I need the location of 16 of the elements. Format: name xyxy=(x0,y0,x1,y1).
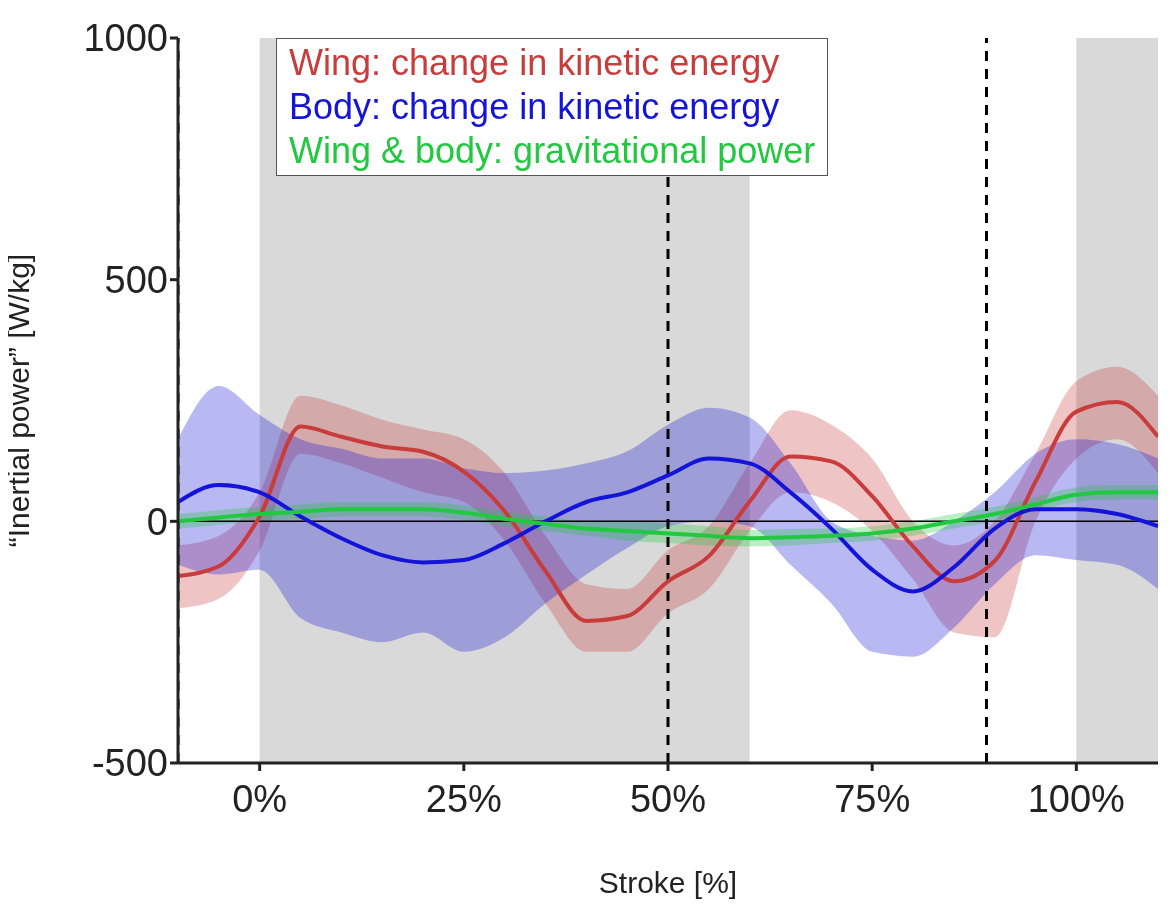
y-tick-label: 1000 xyxy=(83,17,168,60)
text: Wing: change in kinetic energy xyxy=(289,41,781,85)
text: Wing & body: gravitational power xyxy=(289,129,816,173)
x-axis-title: Stroke [%] xyxy=(598,866,738,899)
line-series xyxy=(178,490,1158,541)
y-tick-label: -500 xyxy=(91,742,168,785)
x-tick-label: 50% xyxy=(629,777,707,820)
x-tick-label: 100% xyxy=(1027,777,1125,820)
line-series xyxy=(178,456,1158,594)
text: Body: change in kinetic energy xyxy=(289,85,781,129)
y-tick-label: 500 xyxy=(104,259,168,302)
x-tick-label: 25% xyxy=(425,777,502,820)
x-tick-label: 75% xyxy=(834,777,911,820)
x-tick-label: 0% xyxy=(232,777,288,820)
line-series xyxy=(178,399,1158,623)
y-tick-label: 0 xyxy=(146,500,168,543)
